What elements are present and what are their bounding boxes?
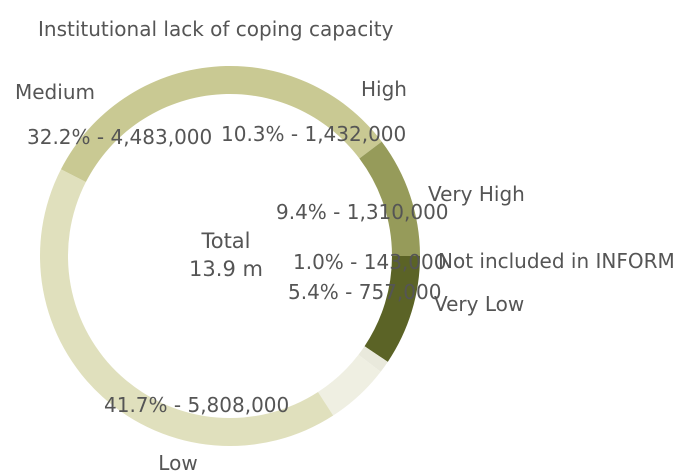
slice-not-included-in-inform[interactable] xyxy=(358,346,388,372)
slice-medium[interactable] xyxy=(60,66,382,183)
slice-low[interactable] xyxy=(39,169,334,447)
value-label-very-low: 5.4% - 757,000 xyxy=(288,280,441,304)
value-label-low: 41.7% - 5,808,000 xyxy=(104,393,289,417)
slice-very-low[interactable] xyxy=(317,354,381,416)
category-label-not-included-in-inform: Not included in INFORM xyxy=(438,249,675,273)
value-label-medium: 32.2% - 4,483,000 xyxy=(27,125,212,149)
donut-slices xyxy=(39,66,420,447)
value-label-high: 10.3% - 1,432,000 xyxy=(221,122,406,146)
value-label-not-included-in-inform: 1.0% - 143,000 xyxy=(293,250,446,274)
chart-title: Institutional lack of coping capacity xyxy=(38,17,394,41)
category-label-very-high: Very High xyxy=(428,182,525,206)
category-label-high: High xyxy=(361,77,407,101)
category-label-low: Low xyxy=(158,451,197,471)
category-label-medium: Medium xyxy=(15,80,95,104)
category-label-very-low: Very Low xyxy=(434,292,524,316)
center-label-line1: Total xyxy=(200,229,250,253)
slice-very-high[interactable] xyxy=(364,256,420,362)
value-label-very-high: 9.4% - 1,310,000 xyxy=(276,200,449,224)
slice-high[interactable] xyxy=(359,141,420,256)
center-label-line2: 13.9 m xyxy=(189,257,263,281)
